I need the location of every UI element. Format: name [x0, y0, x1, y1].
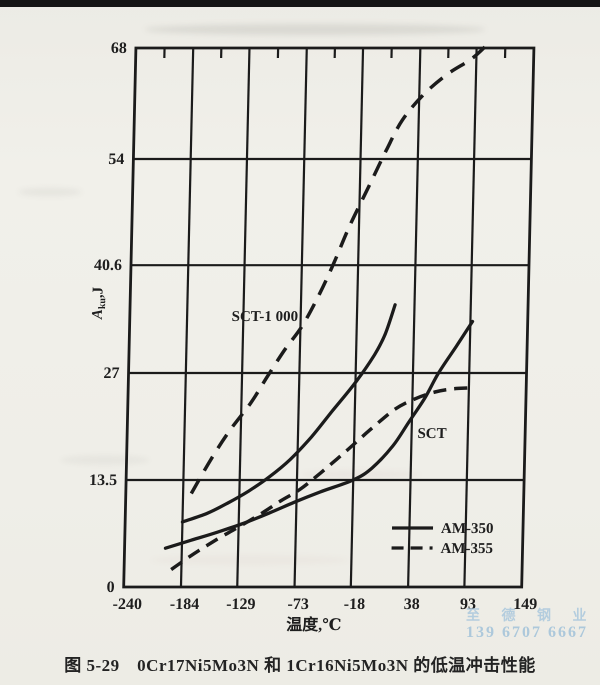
curve-am-350-sct-1000 [180, 303, 397, 524]
grid-line-vertical [179, 48, 195, 587]
y-tick-label: 0 [106, 579, 114, 596]
x-tick-label: 93 [460, 596, 476, 613]
curve-label: SCT-1 000 [231, 309, 298, 325]
grid-line-vertical [463, 48, 478, 587]
grid-line-vertical [407, 48, 422, 587]
grid-line-vertical [293, 48, 308, 587]
watermark-phone: 139 6707 6667 [466, 624, 588, 642]
y-tick-label: 54 [108, 151, 124, 168]
legend-label: AM-350 [441, 521, 494, 537]
figure-caption: 图 5-29 0Cr17Ni5Mo3N 和 1Cr16Ni5Mo3N 的低温冲击… [64, 656, 536, 675]
curve-am-355-sct [170, 386, 469, 572]
y-tick-label: 68 [111, 40, 127, 57]
y-tick-label: 13.5 [89, 472, 117, 489]
curve-am-355-sct-1000 [189, 42, 490, 495]
x-tick-label: -73 [287, 596, 309, 613]
chart-body: 0 13.5 27 40.6 54 68 -240 -184 -129 -73 -18 38 93 149… [89, 40, 538, 634]
scan-smudge [145, 24, 485, 35]
y-axis-title: Aku,J [90, 286, 109, 320]
watermark: 至 德 钢 业 139 6707 6667 [466, 609, 596, 642]
x-tick-label: -184 [170, 596, 200, 613]
impact-energy-chart: 0 13.5 27 40.6 54 68 -240 -184 -129 -73 -18 38 93 149… [89, 40, 538, 634]
plot-border [122, 46, 536, 589]
x-tick-label: -129 [226, 596, 256, 613]
y-tick-label: 27 [103, 365, 119, 382]
scan-smudge [300, 470, 420, 479]
x-tick-label: 149 [513, 596, 537, 613]
scan-smudge [60, 455, 150, 465]
page-scan-edge [0, 0, 600, 7]
y-tick-label: 40.6 [94, 257, 122, 274]
watermark-company: 至 德 钢 业 [466, 609, 596, 624]
legend: AM-350 AM-355 [391, 521, 494, 557]
curve-am-350-sct [163, 319, 475, 550]
x-tick-label: 38 [404, 596, 420, 613]
legend-label: AM-355 [440, 541, 493, 557]
scan-smudge [18, 188, 82, 196]
scan-smudge [150, 555, 350, 565]
curve-label: SCT [417, 426, 447, 442]
x-tick-label: -240 [112, 596, 142, 613]
grid-line-vertical [349, 48, 365, 587]
x-axis-title: 温度,℃ [285, 615, 342, 634]
x-tick-label: -18 [344, 596, 366, 613]
